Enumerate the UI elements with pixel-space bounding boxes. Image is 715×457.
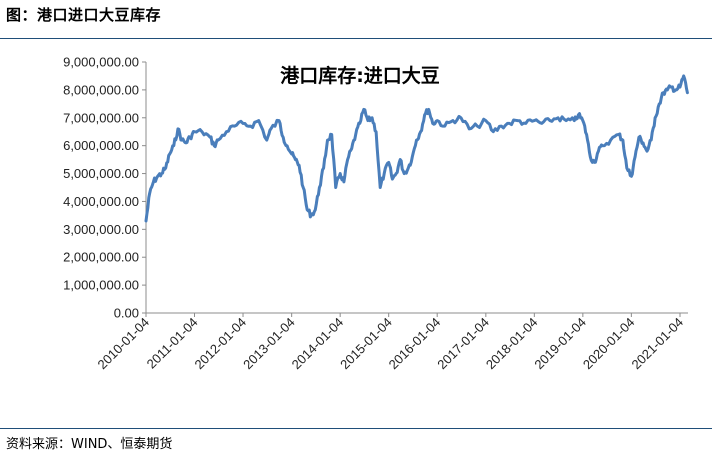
x-tick-label: 2020-01-04: [580, 315, 638, 373]
x-tick-label: 2013-01-04: [240, 315, 298, 373]
plot-area: [144, 74, 689, 223]
y-tick-label: 7,000,000.00: [63, 110, 139, 125]
y-tick-label: 8,000,000.00: [63, 82, 139, 97]
source-note: 资料来源：WIND、恒泰期货: [6, 437, 173, 452]
x-tick-label: 2012-01-04: [192, 315, 250, 373]
x-tick-label: 2010-01-04: [94, 315, 152, 373]
y-tick-label: 6,000,000.00: [63, 138, 139, 153]
bottom-rule: [0, 428, 712, 429]
y-tick-label: 1,000,000.00: [63, 278, 139, 293]
figure-title: 图：港口进口大豆库存: [6, 6, 162, 24]
x-tick-label: 2019-01-04: [531, 315, 589, 373]
y-tick-label: 0.00: [114, 306, 139, 321]
x-tick-label: 2018-01-04: [483, 315, 541, 373]
x-axis: 2010-01-042011-01-042012-01-042013-01-04…: [94, 312, 688, 373]
x-tick-label: 2021-01-04: [628, 315, 686, 373]
x-tick-label: 2015-01-04: [337, 315, 395, 373]
x-tick-label: 2016-01-04: [386, 315, 444, 373]
x-tick-label: 2017-01-04: [434, 315, 492, 373]
y-tick-label: 4,000,000.00: [63, 194, 139, 209]
top-rule: [0, 38, 712, 39]
y-tick-label: 5,000,000.00: [63, 166, 139, 181]
chart-title: 港口库存:进口大豆: [280, 64, 440, 87]
series-line: [144, 74, 689, 223]
line-chart: 港口库存:进口大豆 0.00 1,000,000.00 2,000,000.00 3,…: [63, 55, 689, 373]
y-tick-label: 3,000,000.00: [63, 222, 139, 237]
y-axis: 0.00 1,000,000.00 2,000,000.00 3,000,000.00…: [63, 55, 147, 321]
y-tick-label: 2,000,000.00: [63, 250, 139, 265]
y-tick-label: 9,000,000.00: [63, 55, 139, 70]
x-tick-label: 2014-01-04: [289, 315, 347, 373]
